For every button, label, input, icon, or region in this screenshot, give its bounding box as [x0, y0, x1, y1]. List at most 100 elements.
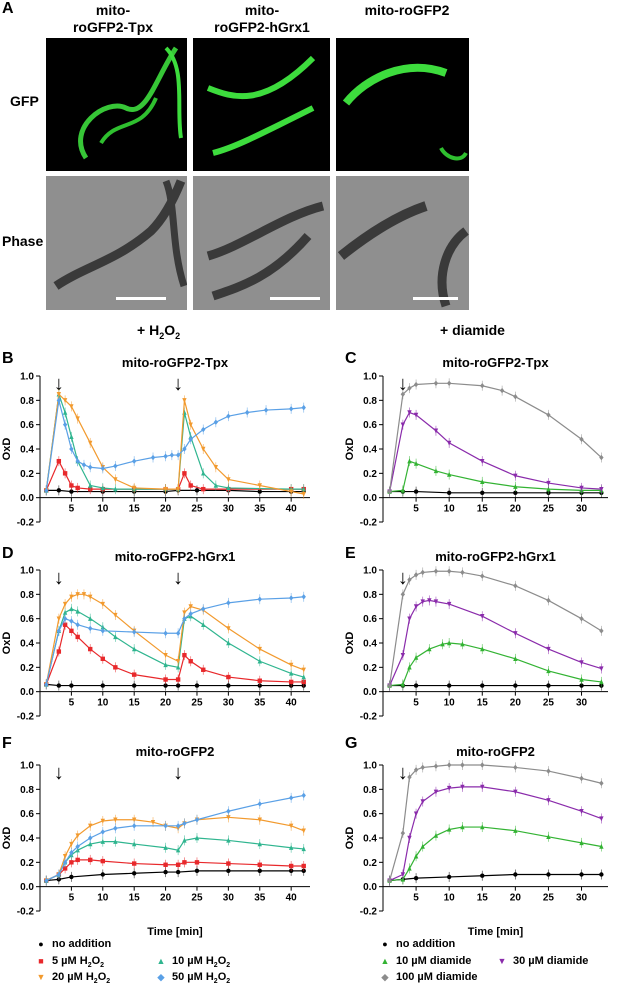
- data-point: [100, 818, 105, 824]
- legend-marker-triangle-down: ▼: [497, 956, 507, 966]
- panel-letter-f: F: [2, 735, 12, 752]
- legend-marker-triangle-up: ▲: [380, 956, 390, 966]
- chart-panel-b: mito-roGFP2-Tpx -0.2 0.0 0.2 0.4 0.6 0.8 1.0 5 10…: [1, 355, 310, 529]
- data-point: [480, 762, 485, 768]
- data-point: [480, 824, 485, 830]
- y-tick-label: 0.4: [363, 834, 377, 845]
- series-line: [46, 870, 304, 882]
- data-point: [163, 662, 168, 668]
- legend-marker-triangle-up: ▲: [156, 956, 166, 966]
- y-tick-label: 1.0: [20, 761, 34, 772]
- x-tick-label: 25: [543, 504, 555, 515]
- data-point: [163, 630, 168, 636]
- data-point: [387, 682, 392, 689]
- x-tick-label: 20: [510, 893, 522, 904]
- data-point: [599, 666, 604, 672]
- data-point: [446, 762, 452, 768]
- data-point: [400, 681, 406, 687]
- data-point: [75, 634, 80, 640]
- data-point: [579, 676, 584, 682]
- data-point: [188, 611, 193, 617]
- data-point: [56, 488, 62, 493]
- data-point: [69, 618, 74, 624]
- x-tick-label: 40: [286, 504, 298, 515]
- data-point: [245, 409, 250, 416]
- data-point: [579, 485, 584, 491]
- data-point: [433, 468, 439, 474]
- data-point: [201, 622, 206, 627]
- data-point: [226, 808, 231, 814]
- data-point: [599, 628, 604, 634]
- y-tick-label: 0.4: [363, 445, 377, 456]
- data-point: [413, 654, 419, 660]
- x-tick-label: 25: [543, 893, 555, 904]
- data-point: [213, 419, 219, 425]
- addition-arrow: ↓: [398, 567, 408, 589]
- x-tick-label: 20: [160, 893, 172, 904]
- data-point: [301, 404, 306, 411]
- data-point: [420, 764, 425, 771]
- x-tick-label: 5: [69, 698, 75, 709]
- data-point: [69, 628, 74, 634]
- data-point: [201, 486, 206, 492]
- data-point: [163, 869, 168, 875]
- addition-arrow: ↓: [173, 373, 183, 395]
- x-tick-label: 25: [543, 698, 555, 709]
- data-point: [433, 832, 439, 838]
- x-axis-label: Time [min]: [147, 926, 203, 938]
- data-point: [182, 820, 187, 827]
- data-point: [201, 426, 206, 433]
- data-point: [301, 863, 306, 869]
- data-point: [100, 829, 105, 835]
- data-point: [100, 683, 105, 688]
- data-point: [213, 465, 219, 470]
- data-point: [131, 871, 137, 876]
- data-point: [226, 868, 231, 874]
- data-point: [480, 573, 485, 579]
- data-point: [257, 483, 262, 489]
- data-point: [263, 407, 269, 413]
- addition-arrow: ↓: [398, 373, 408, 395]
- row-label-gfp: GFP: [10, 93, 39, 109]
- data-point: [88, 841, 93, 847]
- data-point: [413, 811, 419, 817]
- data-point: [226, 683, 231, 688]
- panel-letter-a: A: [2, 0, 14, 17]
- y-tick-label: 0.6: [363, 420, 377, 431]
- x-tick-label: 30: [223, 893, 235, 904]
- data-point: [257, 596, 262, 602]
- data-point: [131, 646, 137, 652]
- phase-image-tpx: [46, 176, 187, 310]
- data-point: [88, 440, 93, 446]
- data-point: [201, 606, 206, 612]
- data-point: [69, 860, 74, 865]
- data-point: [88, 835, 93, 841]
- data-point: [407, 774, 412, 780]
- data-point: [226, 600, 231, 606]
- data-point: [513, 631, 518, 636]
- data-point: [113, 634, 118, 640]
- x-tick-label: 30: [223, 698, 235, 709]
- data-point: [131, 458, 137, 464]
- series-line: [389, 411, 602, 492]
- data-point: [69, 404, 74, 410]
- data-point: [163, 677, 168, 682]
- data-point: [433, 789, 439, 795]
- x-tick-label: 15: [477, 698, 489, 709]
- data-point: [446, 490, 452, 495]
- data-point: [257, 658, 262, 664]
- data-point: [88, 594, 93, 600]
- y-tick-label: 0.8: [20, 590, 34, 601]
- y-axis-label: OxD: [1, 438, 13, 461]
- data-point: [182, 652, 187, 658]
- data-point: [257, 841, 262, 847]
- addition-arrow: ↓: [54, 373, 64, 395]
- y-tick-label: -0.2: [17, 518, 35, 529]
- data-point: [194, 817, 200, 823]
- data-point: [182, 471, 187, 476]
- y-tick-label: 0.2: [20, 858, 34, 869]
- series-line: [46, 816, 304, 882]
- data-point: [407, 865, 412, 871]
- data-point: [131, 683, 137, 688]
